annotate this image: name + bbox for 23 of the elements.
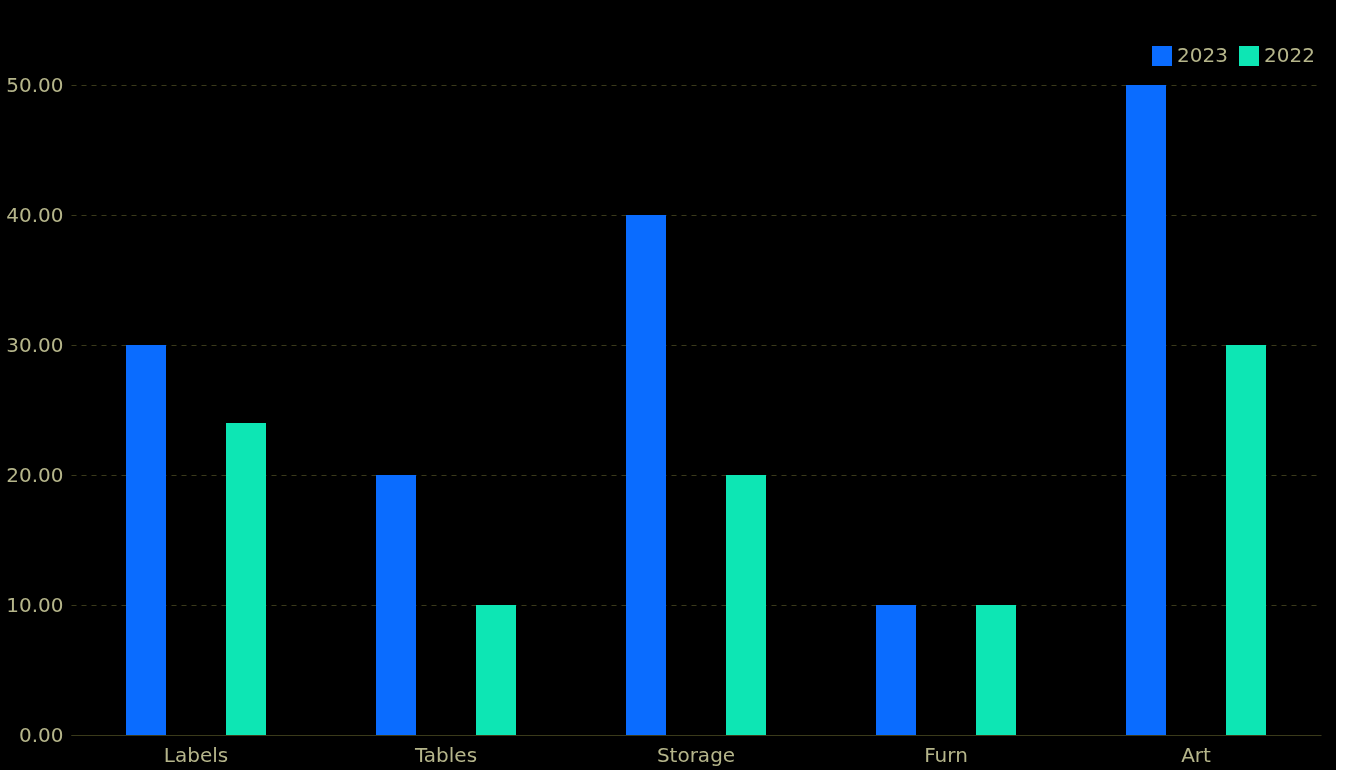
y-tick-label: 30.00 bbox=[6, 332, 64, 357]
y-tick-label: 10.00 bbox=[6, 592, 64, 617]
x-tick-label: Art bbox=[1181, 742, 1212, 767]
y-tick-label: 20.00 bbox=[6, 462, 64, 487]
y-tick-label: 50.00 bbox=[6, 72, 64, 97]
x-tick-label: Labels bbox=[163, 742, 229, 767]
x-tick-label: Tables bbox=[413, 742, 478, 767]
bar bbox=[726, 475, 766, 735]
bar bbox=[226, 423, 266, 735]
bar bbox=[376, 475, 416, 735]
x-tick-label: Furn bbox=[924, 742, 968, 767]
x-tick-label: Storage bbox=[656, 742, 736, 767]
y-tick-label: 0.00 bbox=[18, 722, 64, 747]
bar bbox=[476, 605, 516, 735]
bar bbox=[976, 605, 1016, 735]
bar bbox=[876, 605, 916, 735]
legend-label: 2023 bbox=[1177, 43, 1228, 67]
bar bbox=[1126, 85, 1166, 735]
y-tick-label: 40.00 bbox=[6, 202, 64, 227]
legend-label: 2022 bbox=[1264, 43, 1315, 67]
bar bbox=[626, 215, 666, 735]
bar bbox=[126, 345, 166, 735]
bar bbox=[1226, 345, 1266, 735]
